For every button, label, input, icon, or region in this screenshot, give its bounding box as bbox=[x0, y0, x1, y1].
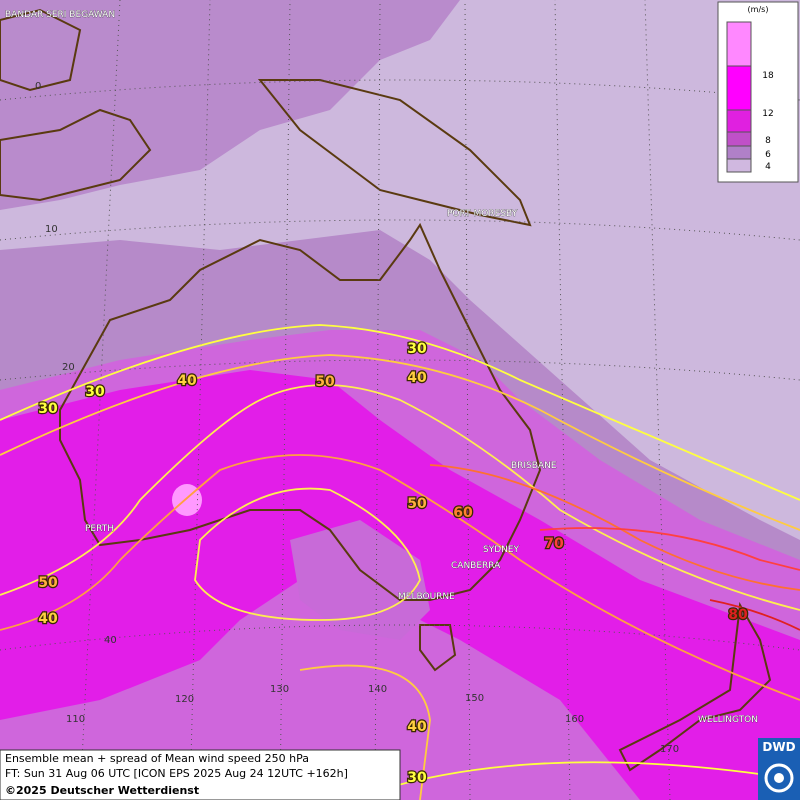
contour-label: 60 bbox=[453, 505, 473, 521]
legend-label: 8 bbox=[765, 136, 771, 146]
longitude-label: 170 bbox=[660, 744, 679, 755]
contour-label: 40 bbox=[407, 370, 427, 386]
legend-swatch bbox=[726, 145, 752, 160]
legend-unit: (m/s) bbox=[748, 5, 769, 14]
logo-icon bbox=[764, 763, 794, 793]
latitude-label: 20 bbox=[62, 362, 75, 373]
longitude-label: 120 bbox=[175, 694, 194, 705]
latitude-label: 10 bbox=[45, 224, 58, 235]
latitude-label: 40 bbox=[104, 635, 117, 646]
city-label: BRISBANE bbox=[511, 461, 557, 471]
logo-text: DWD bbox=[762, 740, 795, 754]
footer-line: FT: Sun 31 Aug 06 UTC [ICON EPS 2025 Aug… bbox=[5, 767, 348, 780]
contour-label: 30 bbox=[38, 401, 58, 417]
latitude-label: 0 bbox=[35, 81, 41, 92]
legend-swatch bbox=[726, 158, 752, 173]
city-label: PERTH bbox=[85, 524, 114, 534]
city-label: PORT MORESBY bbox=[447, 209, 518, 219]
isotachs bbox=[0, 324, 800, 800]
contour-label: 30 bbox=[407, 341, 427, 357]
contour-label: 70 bbox=[544, 536, 564, 552]
contour-label: 30 bbox=[85, 384, 105, 400]
legend-label: 4 bbox=[765, 162, 771, 172]
city-label: WELLINGTON bbox=[698, 715, 758, 725]
longitude-label: 110 bbox=[66, 714, 85, 725]
contour-label: 50 bbox=[315, 374, 335, 390]
longitude-label: 140 bbox=[368, 684, 387, 695]
footer-line: ©2025 Deutscher Wetterdienst bbox=[5, 784, 199, 797]
footer-line: Ensemble mean + spread of Mean wind spee… bbox=[5, 752, 309, 765]
contour-label: 40 bbox=[38, 611, 58, 627]
city-label: SYDNEY bbox=[483, 545, 520, 555]
legend: (m/s) bbox=[717, 1, 799, 183]
contour-label: 50 bbox=[38, 575, 58, 591]
legend-swatch bbox=[726, 21, 752, 67]
longitude-label: 150 bbox=[465, 693, 484, 704]
contour-label: 30 bbox=[407, 770, 427, 786]
city-label: MELBOURNE bbox=[398, 592, 455, 602]
longitude-label: 130 bbox=[270, 684, 289, 695]
contour-label: 40 bbox=[407, 719, 427, 735]
legend-label: 12 bbox=[762, 109, 773, 119]
longitude-label: 160 bbox=[565, 714, 584, 725]
legend-swatch bbox=[726, 131, 752, 147]
legend-swatch bbox=[726, 65, 752, 111]
shade-mid bbox=[290, 520, 430, 640]
legend-label: 6 bbox=[765, 150, 771, 160]
legend-label: 18 bbox=[762, 71, 774, 81]
city-label: BANDAR SERI BEGAWAN bbox=[5, 10, 115, 20]
contour-label: 50 bbox=[407, 496, 427, 512]
contour-label: 80 bbox=[728, 607, 748, 623]
contour-label: 40 bbox=[177, 373, 197, 389]
legend-swatch bbox=[726, 109, 752, 133]
footer-box bbox=[0, 749, 401, 800]
logo-icon bbox=[774, 773, 784, 783]
shade-mid bbox=[0, 0, 460, 210]
city-label: CANBERRA bbox=[451, 561, 501, 571]
